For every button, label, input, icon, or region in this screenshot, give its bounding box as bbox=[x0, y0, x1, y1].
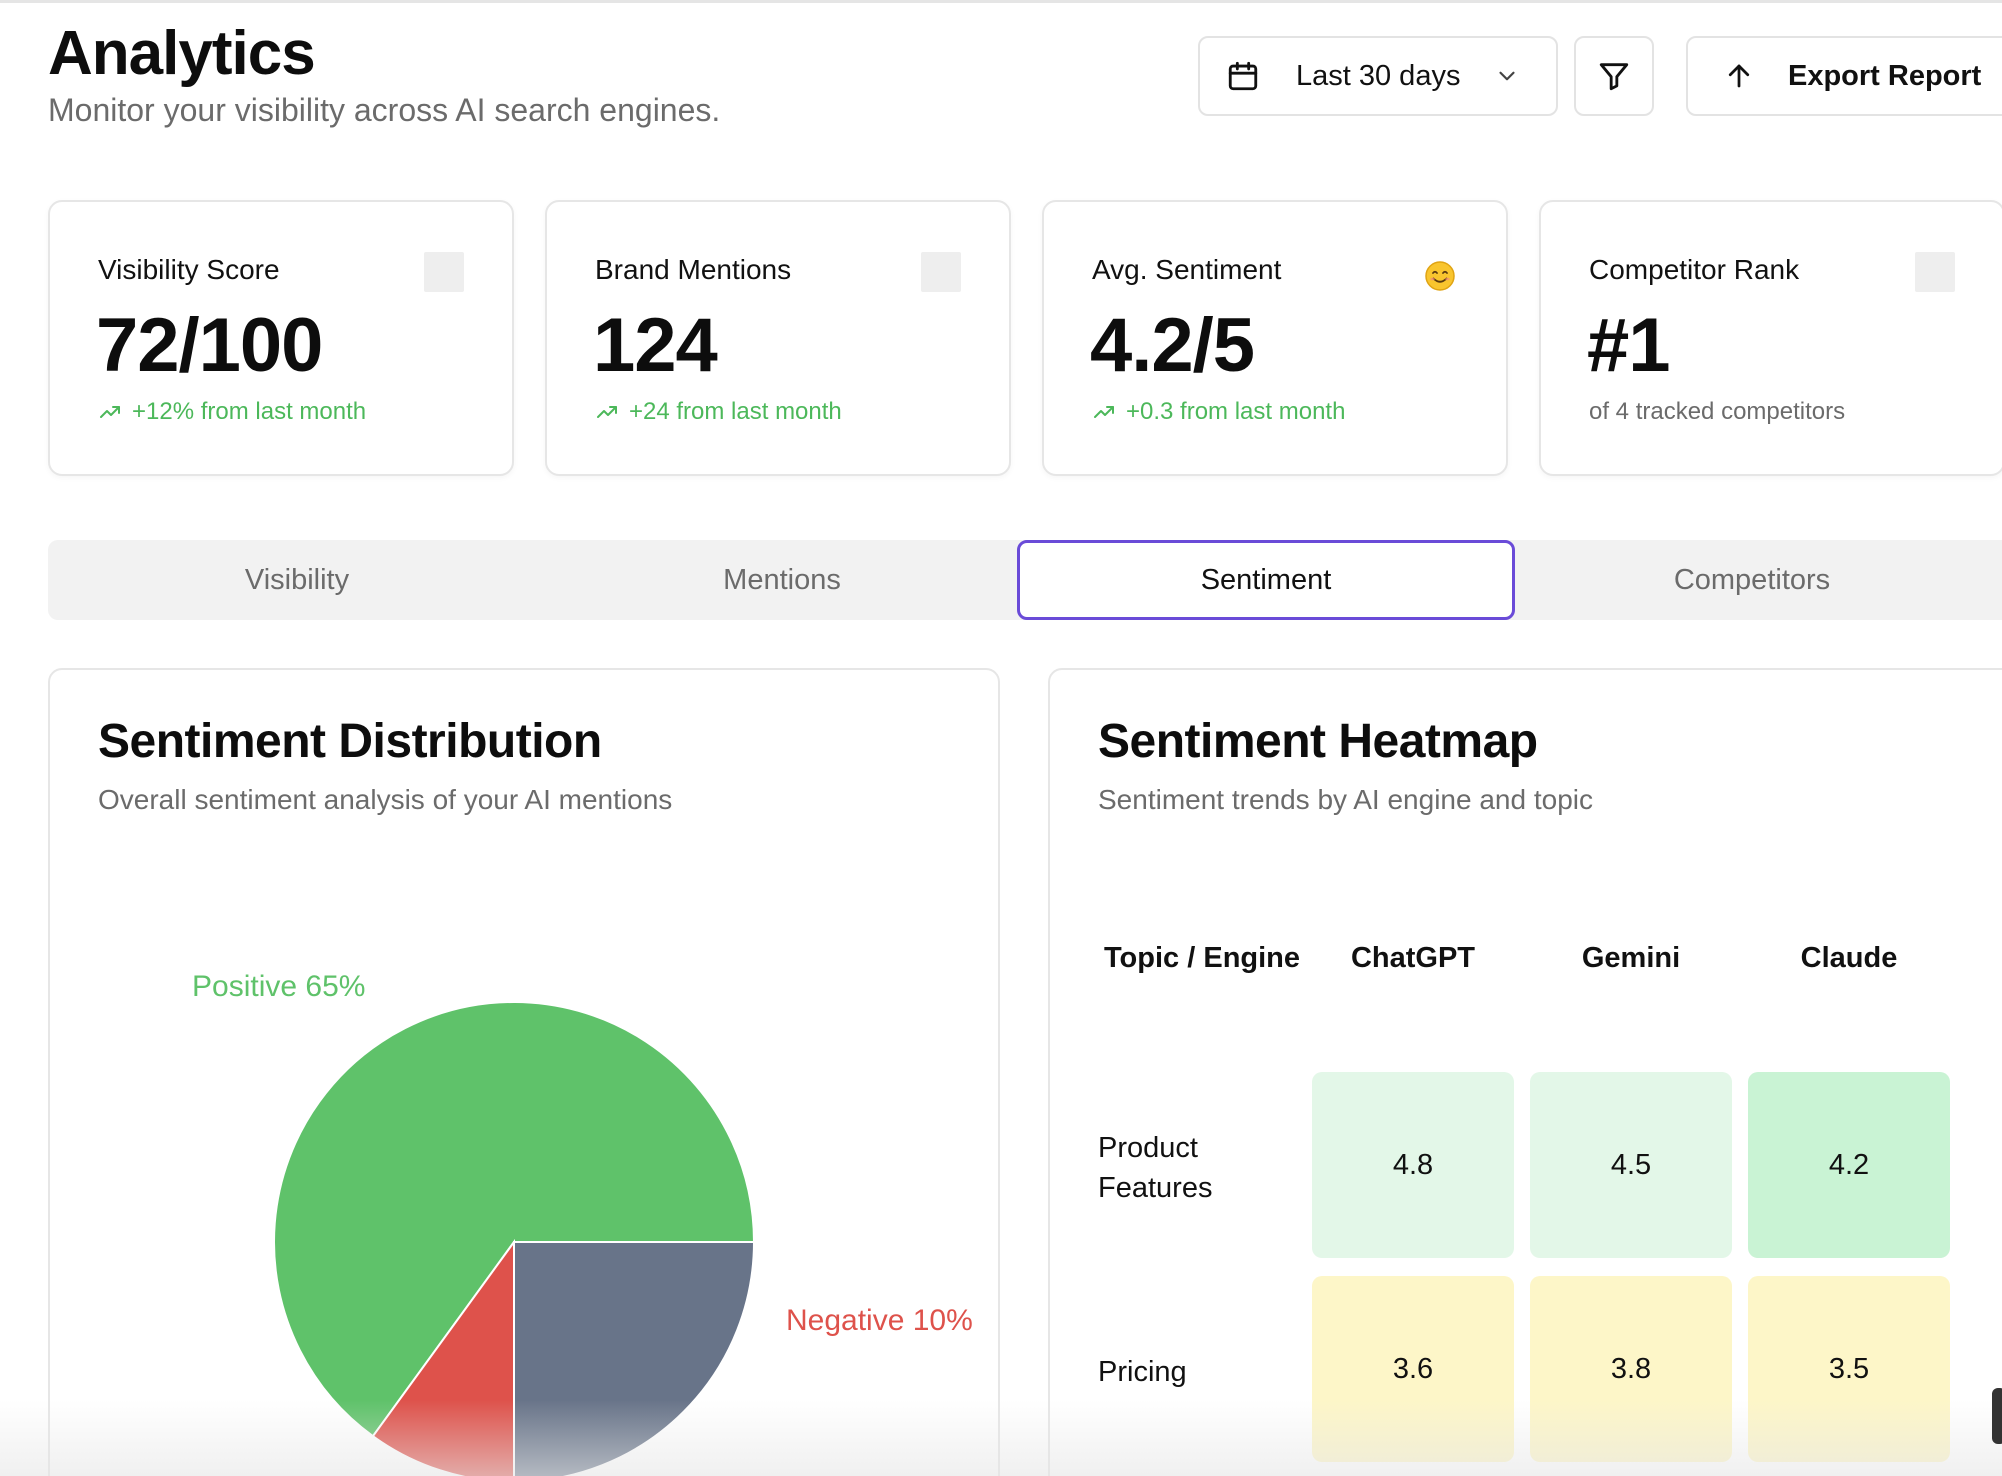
heatmap-column-header: ChatGPT bbox=[1350, 942, 1476, 974]
stat-note: of 4 tracked competitors bbox=[1589, 398, 1846, 425]
stat-delta: +12% from last month bbox=[98, 398, 366, 426]
tab-competitors[interactable]: Competitors bbox=[1673, 563, 1831, 596]
export-report-label: Export Report bbox=[1788, 59, 1982, 92]
top-divider bbox=[0, 0, 2002, 3]
tab-mentions[interactable]: Mentions bbox=[723, 563, 841, 596]
heatmap-cell[interactable]: 3.5 bbox=[1748, 1276, 1950, 1462]
scrollbar-handle[interactable] bbox=[1992, 1388, 2002, 1444]
analytics-tabs: Visibility Mentions Sentiment Competitor… bbox=[48, 540, 2002, 620]
heatmap-row-label: Pricing bbox=[1098, 1356, 1187, 1388]
chart-icon bbox=[424, 252, 464, 292]
trending-up-icon bbox=[597, 406, 617, 418]
stat-card-mentions: Brand Mentions 124 +24 from last month bbox=[545, 200, 1011, 476]
trending-up-icon bbox=[100, 406, 120, 418]
trending-up-icon bbox=[1094, 406, 1114, 418]
message-icon bbox=[921, 252, 961, 292]
stat-value: 124 bbox=[593, 303, 718, 388]
heatmap-row-label: Product Features bbox=[1098, 1132, 1213, 1204]
stat-title: Competitor Rank bbox=[1589, 254, 1800, 285]
panel-subtitle: Sentiment trends by AI engine and topic bbox=[1098, 784, 1593, 815]
tab-sentiment[interactable]: Sentiment bbox=[1017, 540, 1515, 620]
page-subtitle: Monitor your visibility across AI search… bbox=[48, 92, 721, 128]
stat-card-visibility: Visibility Score 72/100 +12% from last m… bbox=[48, 200, 514, 476]
heatmap-cell[interactable]: 3.8 bbox=[1530, 1276, 1732, 1462]
heatmap-cell[interactable]: 4.5 bbox=[1530, 1072, 1732, 1258]
stat-value: 72/100 bbox=[96, 303, 323, 388]
pie-slice-positive[interactable] bbox=[273, 1001, 756, 1438]
panel-subtitle: Overall sentiment analysis of your AI me… bbox=[98, 784, 673, 815]
heatmap-cell[interactable]: 4.2 bbox=[1748, 1072, 1950, 1258]
stat-card-competitor-rank: Competitor Rank #1 of 4 tracked competit… bbox=[1539, 200, 2002, 476]
sentiment-distribution-panel: Positive 65% Negative 10% Sentiment Distr… bbox=[48, 668, 1000, 1476]
panel-title: Sentiment Distribution bbox=[98, 715, 602, 768]
stat-delta: +0.3 from last month bbox=[1092, 398, 1345, 426]
stat-card-sentiment: Avg. Sentiment 4.2/5 +0.3 from last mont… bbox=[1042, 200, 1508, 476]
sentiment-heatmap-panel: Sentiment Heatmap Sentiment trends by AI… bbox=[1048, 668, 2002, 1476]
heatmap-column-header: Claude bbox=[1800, 942, 1898, 974]
stat-title: Visibility Score bbox=[98, 254, 280, 285]
date-range-value: Last 30 days bbox=[1296, 59, 1461, 92]
stat-delta-text: +24 from last month bbox=[629, 398, 842, 425]
page-title: Analytics bbox=[48, 19, 316, 88]
heatmap-cell[interactable]: 4.8 bbox=[1312, 1072, 1514, 1258]
stat-value: 4.2/5 bbox=[1090, 303, 1255, 388]
panel-title: Sentiment Heatmap bbox=[1098, 715, 1538, 768]
export-report-button[interactable]: Export Report bbox=[1686, 36, 2002, 116]
heatmap-column-header: Gemini bbox=[1581, 942, 1681, 974]
stat-delta-text: +12% from last month bbox=[132, 398, 367, 425]
pie-slice-neutral[interactable] bbox=[513, 1241, 756, 1476]
trophy-icon bbox=[1915, 252, 1955, 292]
heatmap-cell[interactable]: 3.6 bbox=[1312, 1276, 1514, 1462]
pie-label-positive: Positive 65% bbox=[192, 970, 365, 1003]
filter-button[interactable] bbox=[1574, 36, 1654, 116]
calendar-icon bbox=[1228, 61, 1258, 91]
stat-title: Avg. Sentiment bbox=[1092, 254, 1282, 285]
arrow-up-icon bbox=[1728, 64, 1750, 88]
filter-icon bbox=[1599, 63, 1629, 91]
stat-delta-text: +0.3 from last month bbox=[1126, 398, 1346, 425]
chevron-down-icon bbox=[1499, 71, 1516, 81]
heatmap-corner-label: Topic / Engine bbox=[1104, 942, 1301, 974]
stat-value: #1 bbox=[1587, 303, 1671, 388]
tab-visibility[interactable]: Visibility bbox=[244, 563, 350, 596]
stat-delta: +24 from last month bbox=[595, 398, 842, 426]
date-range-dropdown[interactable]: Last 30 days bbox=[1198, 36, 1558, 116]
stat-title: Brand Mentions bbox=[595, 254, 792, 285]
smiley-icon bbox=[1425, 261, 1455, 291]
pie-label-negative: Negative 10% bbox=[786, 1304, 973, 1337]
